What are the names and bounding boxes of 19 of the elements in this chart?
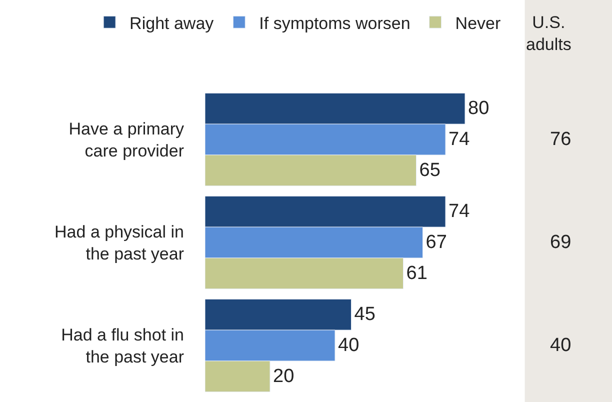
legend-label: Right away [130, 14, 214, 33]
data-label: 80 [468, 98, 490, 120]
y-tick-label: Had a flu shot in the past year [61, 325, 184, 366]
y-tick-label: Have a primary care provider [68, 119, 184, 160]
data-label: 45 [354, 304, 376, 326]
data-label: 65 [419, 160, 440, 181]
data-label: 67 [426, 232, 447, 253]
data-label: 20 [273, 366, 294, 387]
legend-label: If symptoms worsen [259, 14, 410, 33]
legend-label: Never [455, 14, 501, 33]
text: 76 [550, 129, 572, 150]
text: 69 [550, 232, 572, 253]
data-label: 74 [448, 129, 470, 150]
data-label: 61 [406, 262, 428, 284]
y-tick-label: Had a physical in the past year [54, 222, 184, 264]
data-label: 40 [338, 335, 360, 356]
text: U.S. adults [526, 13, 572, 54]
text: 40 [550, 335, 572, 356]
data-label: 74 [448, 201, 470, 222]
